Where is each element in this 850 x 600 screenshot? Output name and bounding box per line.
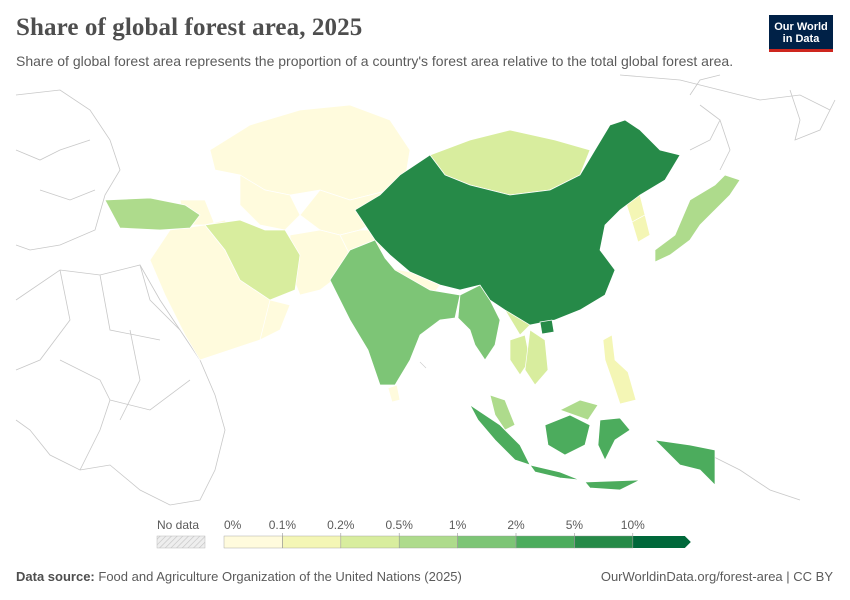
country-shape bbox=[654, 174, 741, 263]
data-source: Data source: Food and Agriculture Organi… bbox=[16, 569, 462, 584]
legend-swatch[interactable] bbox=[282, 535, 341, 549]
legend-tick-label: 0% bbox=[224, 518, 242, 532]
country-shapes bbox=[104, 104, 741, 491]
legend-tick-label: 2% bbox=[507, 518, 525, 532]
logo-line-1: Our World bbox=[774, 21, 828, 33]
data-source-label: Data source: bbox=[16, 569, 95, 584]
country-shape bbox=[539, 319, 555, 335]
country-shape bbox=[544, 414, 591, 456]
country-shape bbox=[489, 394, 516, 431]
country-shape bbox=[259, 299, 291, 341]
logo-line-2: in Data bbox=[782, 33, 820, 45]
license-link[interactable]: OurWorldinData.org/forest-area | CC BY bbox=[600, 569, 833, 584]
legend-swatch[interactable] bbox=[515, 535, 575, 549]
country-shape bbox=[631, 214, 651, 243]
country-shape bbox=[602, 334, 637, 405]
chart-title: Share of global forest area, 2025 bbox=[16, 14, 363, 41]
no-data-outlines bbox=[15, 74, 836, 506]
country-shape bbox=[329, 239, 461, 386]
choropleth-map bbox=[15, 74, 836, 506]
country-shape bbox=[597, 417, 631, 461]
data-source-text: Food and Agriculture Organization of the… bbox=[98, 569, 462, 584]
owid-logo[interactable]: Our World in Data bbox=[769, 15, 833, 52]
country-shape bbox=[204, 219, 301, 301]
country-shape bbox=[354, 119, 681, 326]
legend-swatch[interactable] bbox=[340, 535, 400, 549]
country-shape bbox=[529, 464, 581, 481]
country-shape bbox=[469, 404, 531, 466]
legend-no-data-label: No data bbox=[157, 518, 199, 532]
legend-tick-label: 0.5% bbox=[386, 518, 414, 532]
legend-tick-label: 0.1% bbox=[269, 518, 297, 532]
legend-tick-label: 5% bbox=[566, 518, 584, 532]
country-shape bbox=[559, 399, 599, 421]
legend-swatch[interactable] bbox=[223, 535, 283, 549]
legend-tick-label: 10% bbox=[621, 518, 645, 532]
country-shape bbox=[584, 479, 641, 491]
legend-bins: 0% 0.1% 0.2% 0.5% 1% 2% 5% 10% bbox=[223, 518, 691, 549]
legend-swatch[interactable] bbox=[574, 535, 634, 549]
place-marker bbox=[419, 361, 427, 369]
country-shape bbox=[524, 329, 549, 386]
country-shape bbox=[104, 197, 201, 231]
chart-subtitle: Share of global forest area represents t… bbox=[16, 53, 734, 69]
country-shape bbox=[239, 174, 301, 231]
legend-swatch[interactable] bbox=[457, 535, 517, 549]
map-legend: No data 0% 0.1% 0.2% 0.5% 1% 2% 5% 10% bbox=[156, 518, 691, 549]
country-shape bbox=[654, 439, 716, 486]
legend-swatch[interactable] bbox=[399, 535, 458, 549]
legend-swatch-open-ended[interactable] bbox=[632, 536, 691, 548]
legend-tick-label: 0.2% bbox=[327, 518, 355, 532]
country-shape bbox=[387, 384, 401, 403]
legend-no-data-swatch bbox=[156, 535, 206, 549]
legend-tick-label: 1% bbox=[449, 518, 467, 532]
